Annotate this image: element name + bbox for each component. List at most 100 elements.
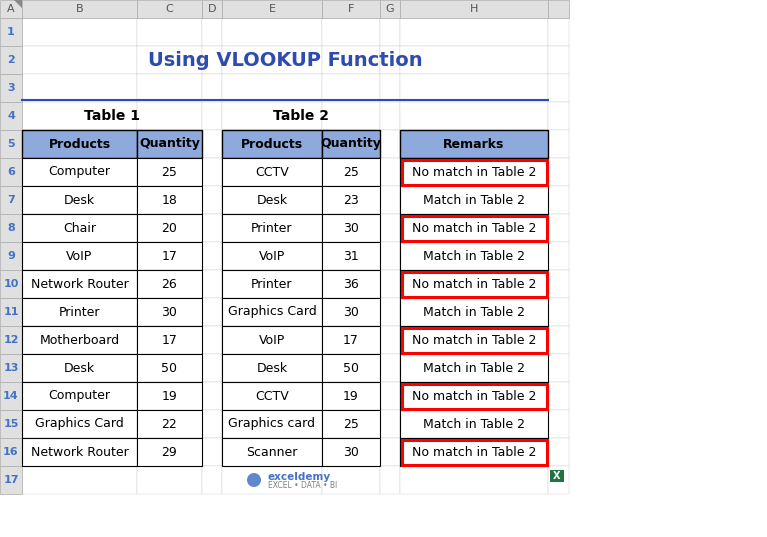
Bar [322,186,380,214]
Bar [401,159,547,185]
Bar [380,46,400,74]
Bar [137,46,202,74]
Bar [22,438,137,466]
Text: H: H [470,4,478,14]
Bar [202,466,222,494]
Bar [322,214,380,242]
Bar [137,158,202,186]
Bar [322,130,380,158]
Bar [548,214,569,242]
Bar [22,242,137,270]
Text: Match in Table 2: Match in Table 2 [423,417,525,431]
Bar [322,46,380,74]
Bar [380,102,400,130]
Text: No match in Table 2: No match in Table 2 [412,165,536,178]
Text: 30: 30 [162,306,177,318]
Bar [400,102,548,130]
Text: No match in Table 2: No match in Table 2 [412,221,536,235]
Text: 31: 31 [343,250,359,263]
Bar [548,354,569,382]
Bar [400,158,548,186]
Bar [202,410,222,438]
Bar [401,383,547,409]
Bar [202,438,222,466]
Bar [222,410,322,438]
Bar [222,158,322,186]
Bar [400,46,548,74]
Text: Graphics Card: Graphics Card [228,306,316,318]
Text: Products: Products [48,137,110,150]
Bar [400,214,548,242]
Bar [400,298,548,326]
Bar [22,0,137,18]
Bar [380,382,400,410]
Text: Printer: Printer [252,278,293,291]
Bar [0,410,22,438]
Text: 1: 1 [7,27,15,37]
Text: No match in Table 2: No match in Table 2 [412,278,536,291]
Bar [401,272,547,296]
Bar [322,354,380,382]
Bar [137,242,202,270]
Bar [22,298,137,326]
Text: A: A [7,4,15,14]
Bar [137,158,202,186]
Bar [322,382,380,410]
Bar [548,186,569,214]
Text: 3: 3 [7,83,15,93]
Bar [137,214,202,242]
Bar [202,0,222,18]
Text: Table 2: Table 2 [273,109,329,123]
Bar [548,438,569,466]
Bar [322,102,380,130]
Bar [222,326,322,354]
Text: Desk: Desk [256,193,288,207]
Text: Computer: Computer [48,165,110,178]
Bar [22,354,137,382]
Bar [400,186,548,214]
Bar [400,18,548,46]
Bar [202,74,222,102]
Bar [222,298,322,326]
Bar [22,438,137,466]
Text: Match in Table 2: Match in Table 2 [423,193,525,207]
Text: 50: 50 [343,361,359,374]
Bar [380,298,400,326]
Bar [137,382,202,410]
Bar [137,270,202,298]
Bar [322,0,380,18]
Bar [548,74,569,102]
Bar [548,158,569,186]
Bar [202,382,222,410]
Bar [400,354,548,382]
Bar [0,326,22,354]
Bar [22,326,137,354]
Bar [137,0,202,18]
Text: 5: 5 [7,139,15,149]
Bar [400,354,548,382]
Bar [400,242,548,270]
Text: 29: 29 [162,446,177,459]
Bar [202,18,222,46]
Bar [401,328,547,352]
Bar [400,326,548,354]
Bar [548,298,569,326]
Bar [22,186,137,214]
Bar [400,326,548,354]
Circle shape [247,473,261,487]
Bar [202,270,222,298]
Text: VoIP: VoIP [259,333,285,346]
Bar [548,466,569,494]
Bar [380,326,400,354]
Bar [322,214,380,242]
Bar [400,270,548,298]
Bar [22,298,137,326]
Bar [222,130,322,158]
Bar [222,130,322,158]
Bar [0,270,22,298]
Bar [380,158,400,186]
Bar [22,158,137,186]
Bar [137,130,202,158]
Bar [0,158,22,186]
Text: 10: 10 [3,279,18,289]
